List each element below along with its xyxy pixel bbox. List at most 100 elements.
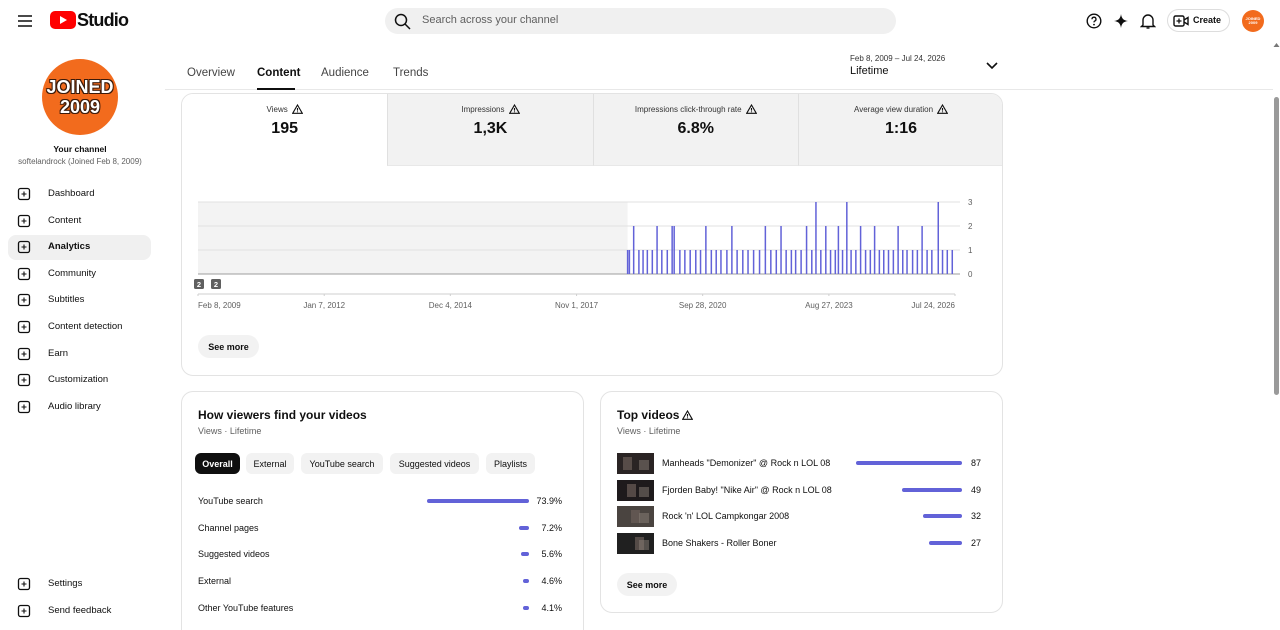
no-data-region [198,202,628,274]
filter-chip[interactable]: Suggested videos [390,453,479,474]
logo-icon[interactable] [50,11,76,29]
ai-icon[interactable] [1113,13,1129,29]
nav-item[interactable]: Customization [48,374,109,386]
video-thumbnail[interactable] [617,533,654,555]
nav-icon-shape [17,294,31,307]
metric-label-row: Average view duration [799,104,1002,114]
tab-underline [257,88,295,90]
nav-icon-shape [21,218,27,224]
bar [864,250,867,274]
filter-chip[interactable]: Overall [195,453,240,474]
channel-label: Your channel [53,144,107,154]
x-tick-label: Jul 24, 2026 [911,301,955,310]
scroll-up[interactable] [1273,42,1280,48]
nav-icon-shape [21,351,27,357]
metric-tile[interactable]: Impressions 1,3K [387,94,593,166]
warning-shape [937,104,949,114]
x-tick-label: Sep 28, 2020 [679,301,727,310]
nav-item[interactable]: Analytics [48,241,91,253]
nav-item[interactable]: Content [48,214,82,226]
nav-icon-shape [21,191,27,197]
bar [626,250,629,274]
warning-shape [291,104,303,114]
metric-tile[interactable]: Views 195 [182,94,388,166]
channel-avatar[interactable]: JOINED 2009 [42,59,118,135]
bar [646,250,649,274]
annotation: 2 [197,280,201,289]
bar [720,250,722,274]
create-label[interactable]: Create [1193,15,1222,25]
video-thumbnail[interactable] [617,479,654,501]
bar [941,250,944,274]
traffic-bar [519,525,529,530]
nav-item[interactable]: Audio library [48,400,101,412]
bar [699,250,702,274]
nav-icon-shape [21,377,27,383]
search-box[interactable] [385,8,896,34]
traffic-percent: 73.9% [536,496,562,506]
account-avatar-line: JOINED [1245,16,1261,21]
tab[interactable]: Audience [321,67,369,79]
notifications-icon[interactable] [1140,12,1156,30]
bar [628,250,631,274]
filter-chip[interactable]: Playlists [486,453,535,474]
see-more-button[interactable]: See more [617,573,677,596]
bar [679,250,681,274]
bar [705,226,707,274]
tabs-divider [165,89,1273,90]
date-dropdown[interactable] [985,61,999,71]
traffic-source: External [198,576,232,587]
see-more-button[interactable]: See more [198,335,259,358]
nav-footer-item[interactable]: Send feedback [48,604,112,616]
bar [684,250,686,274]
account-avatar[interactable]: JOINED 2009 [1242,10,1264,32]
video-thumbnail[interactable] [617,506,654,528]
bar [742,250,744,274]
nav-icon-shape [21,297,27,303]
date-range[interactable]: Feb 8, 2009 – Jul 24, 2026 [850,54,946,63]
bar [671,226,673,274]
tab[interactable]: Content [257,67,301,79]
warning-icon [291,104,303,114]
logo-text[interactable]: Studio [77,10,129,30]
metric-tile[interactable]: Impressions click-through rate 6.8% [592,94,798,166]
help-icon[interactable] [1086,13,1102,29]
nav-icon-shape [17,267,31,280]
metric-label: Average view duration [854,104,934,114]
nav-icon-shape [17,347,31,360]
channel-avatar-line: JOINED [46,77,114,97]
nav-item[interactable]: Content detection [48,321,123,332]
bar [897,226,899,274]
bar [770,250,772,274]
nav-item[interactable]: Subtitles [48,294,85,306]
nav-item[interactable]: Dashboard [48,188,95,199]
nav-icon [17,187,31,201]
tab[interactable]: Overview [187,67,235,79]
traffic-bar [522,579,529,584]
menu-icon[interactable] [16,13,34,29]
bar [926,250,928,274]
bar [780,226,782,274]
x-tick-label: Dec 4, 2014 [429,301,473,310]
metric-tile[interactable]: Average view duration 1:16 [797,94,1002,166]
search-placeholder[interactable]: Search across your channel [422,14,559,26]
nav-item[interactable]: Community [48,267,97,279]
video-views-bar [922,514,962,519]
bar [902,250,904,274]
video-title[interactable]: Fjorden Baby! "Nike Air" @ Rock n LOL 08 [662,484,832,495]
create-button[interactable] [1167,9,1230,32]
scrollbar-thumb[interactable] [1274,97,1279,395]
date-period[interactable]: Lifetime [850,65,889,77]
traffic-title: How viewers find your videos [198,408,367,422]
video-title[interactable]: Bone Shakers - Roller Boner [662,538,777,549]
video-thumbnail[interactable] [617,453,654,474]
filter-chip[interactable]: External [246,453,294,474]
video-title[interactable]: Rock 'n' LOL Campkongar 2008 [662,511,790,522]
warning-shape [745,104,757,114]
filter-chip[interactable]: YouTube search [301,453,383,474]
video-title[interactable]: Manheads "Demonizer" @ Rock n LOL 08 [662,458,831,468]
nav-footer-item[interactable]: Settings [48,578,83,589]
nav-icon [17,294,31,307]
nav-item[interactable]: Earn [48,347,69,359]
tab[interactable]: Trends [393,67,429,79]
